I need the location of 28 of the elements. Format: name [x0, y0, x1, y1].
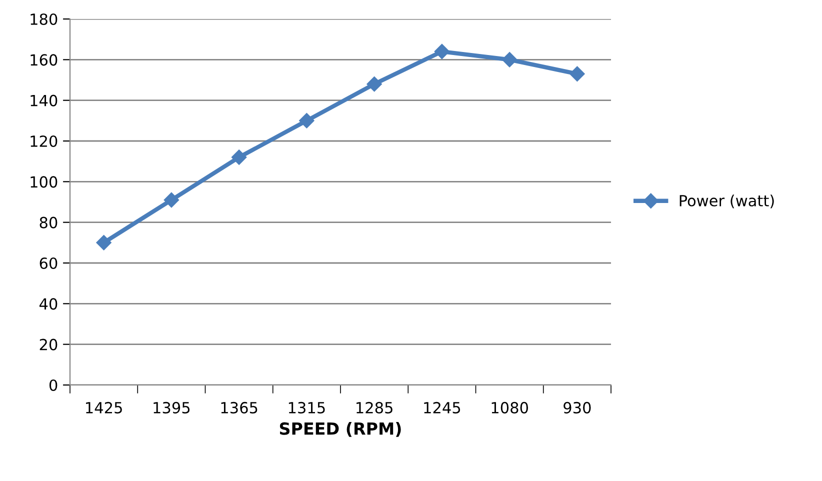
y-tick-label: 160: [30, 54, 58, 66]
y-tick-label: 80: [40, 216, 58, 228]
x-tick-label: 1245: [424, 402, 460, 414]
y-tick-label: 60: [40, 257, 58, 270]
x-tick-label: 1285: [356, 402, 392, 414]
y-tick-label: 40: [40, 298, 58, 310]
legend-label: Power (watt): [680, 194, 774, 208]
point: [164, 192, 180, 208]
y-tick-label: 140: [30, 94, 58, 106]
x-tick-label: 1315: [288, 402, 325, 414]
y-tick-label: 20: [40, 338, 58, 350]
y-tick-label: 120: [30, 135, 58, 148]
point: [502, 52, 518, 68]
point: [366, 76, 382, 92]
x-tick-label: 930: [564, 402, 591, 414]
x-tick-label: 1395: [154, 402, 190, 414]
x-tick-label: 1365: [221, 402, 258, 414]
y-tick-label: 180: [30, 13, 58, 26]
point: [231, 150, 247, 165]
y-tick-label: 0: [49, 379, 58, 392]
point: [299, 113, 314, 128]
point: [96, 235, 112, 250]
point: [434, 44, 450, 60]
x-tick-label: 1080: [492, 402, 528, 414]
x-tick-label: 1425: [86, 402, 122, 414]
x-axis-title: SPEED (RPM): [280, 422, 401, 437]
point: [570, 66, 585, 82]
y-tick-label: 100: [30, 176, 58, 188]
